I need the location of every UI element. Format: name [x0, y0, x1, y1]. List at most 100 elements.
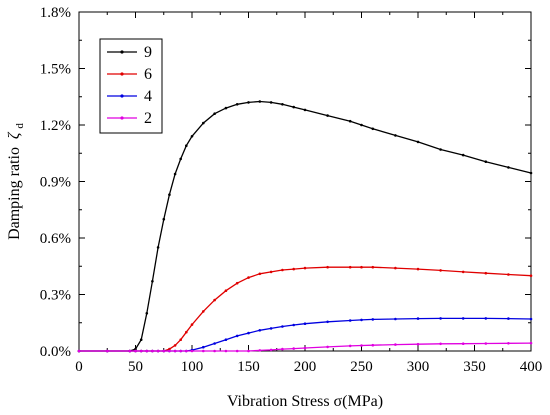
x-tick-label: 150 [237, 359, 260, 375]
y-tick-label: 0.9% [40, 175, 71, 191]
data-point [507, 342, 510, 345]
y-axis-label: Damping ratio ζ d [6, 123, 26, 240]
data-point [258, 329, 262, 332]
legend-item-9: 9 [107, 44, 152, 61]
data-point [461, 317, 465, 320]
data-point [247, 101, 250, 104]
data-point [484, 317, 488, 320]
data-point [224, 349, 228, 353]
data-point [190, 135, 194, 138]
data-point [360, 265, 363, 269]
data-point [173, 349, 177, 353]
data-point [179, 349, 182, 353]
data-point [303, 346, 307, 350]
data-point [461, 342, 465, 346]
legend: 9 6 4 2 [99, 38, 163, 134]
data-point [303, 266, 307, 270]
data-point [134, 347, 137, 351]
data-point [416, 267, 420, 271]
y-tick-label: 0.0% [40, 344, 71, 360]
legend-item-2: 2 [107, 110, 152, 127]
data-point [281, 325, 284, 328]
series-line-6 [79, 266, 532, 352]
data-point [348, 344, 352, 348]
data-point [213, 349, 216, 353]
data-point [185, 330, 188, 334]
y-axis: 0.0% 0.3% 0.6% 0.9% 1.2% 1.5% 1.8% [40, 5, 531, 360]
data-point [151, 349, 154, 353]
data-point [529, 317, 533, 321]
legend-marker [120, 72, 124, 76]
data-point [235, 349, 239, 353]
data-point [235, 334, 239, 338]
data-point [484, 342, 488, 345]
legend-marker [120, 94, 124, 98]
data-point [439, 342, 442, 346]
x-tick-label: 0 [75, 359, 83, 375]
data-point [202, 121, 205, 125]
data-point [269, 270, 273, 274]
data-point [281, 103, 284, 106]
data-point [529, 274, 533, 278]
y-tick-label: 1.8% [40, 5, 71, 21]
legend-item-6: 6 [107, 66, 152, 83]
data-point [507, 317, 510, 320]
data-point [439, 317, 442, 320]
x-tick-label: 100 [181, 359, 204, 375]
data-point [139, 338, 143, 342]
series-2 [77, 341, 533, 353]
data-point [258, 349, 262, 352]
data-point [326, 114, 329, 117]
data-point [145, 349, 149, 353]
data-point [190, 323, 194, 326]
data-point [394, 266, 397, 270]
data-point [247, 331, 250, 335]
legend-item-4: 4 [107, 88, 152, 105]
data-point [507, 166, 510, 169]
data-point [145, 312, 149, 315]
data-point [185, 144, 188, 147]
data-point [190, 349, 194, 353]
data-point [224, 338, 228, 342]
data-point [394, 134, 397, 137]
data-point [247, 349, 250, 353]
data-point [484, 271, 488, 275]
data-point [461, 153, 465, 157]
data-point [151, 280, 154, 283]
data-point [281, 268, 284, 272]
data-point [484, 160, 488, 163]
data-point [360, 318, 363, 322]
data-point [281, 347, 284, 351]
legend-label: 9 [144, 44, 152, 61]
data-point [213, 298, 216, 302]
x-tick-label: 400 [520, 359, 543, 375]
data-point [269, 348, 273, 352]
data-point [439, 148, 442, 151]
x-axis-label: Vibration Stress σ(MPa) [227, 393, 383, 410]
data-point [213, 112, 216, 115]
data-point [162, 349, 166, 353]
x-tick-label: 200 [294, 359, 317, 375]
data-point [128, 349, 132, 353]
data-point [162, 217, 166, 221]
data-point [416, 140, 420, 144]
y-tick-label: 1.2% [40, 118, 71, 134]
x-tick-label: 250 [350, 359, 373, 375]
data-point [461, 270, 465, 274]
legend-label: 6 [144, 66, 152, 83]
data-point [168, 349, 171, 353]
data-point [326, 265, 329, 269]
data-point [292, 105, 296, 109]
data-point [139, 349, 143, 353]
data-point [371, 127, 375, 131]
data-point [185, 349, 188, 353]
data-point [202, 349, 205, 353]
legend-marker [120, 50, 124, 54]
data-point [529, 341, 533, 345]
data-point [371, 265, 375, 269]
data-point [326, 345, 329, 349]
data-point [292, 323, 296, 327]
series-9 [77, 100, 533, 353]
data-point [173, 172, 177, 176]
data-point [292, 267, 296, 271]
